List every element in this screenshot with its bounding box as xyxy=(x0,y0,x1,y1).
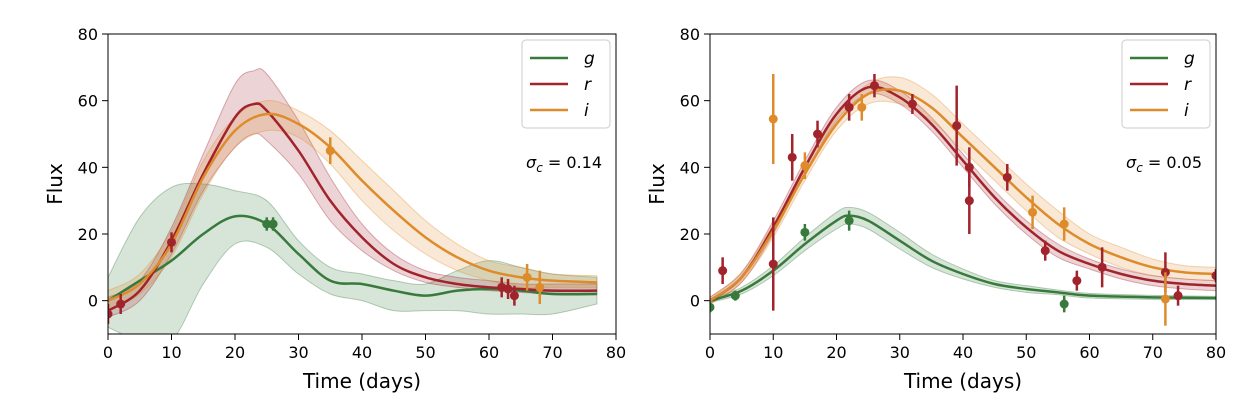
y-tick-label: 0 xyxy=(88,292,98,311)
data-point-r xyxy=(116,299,126,309)
x-axis-label: Time (days) xyxy=(302,369,421,393)
y-tick-label: 60 xyxy=(78,92,98,111)
data-point-i xyxy=(325,146,335,156)
legend-label-g: g xyxy=(1184,49,1195,69)
data-point-g xyxy=(800,227,810,237)
x-tick-label: 10 xyxy=(161,343,181,362)
data-point-r xyxy=(1097,262,1107,272)
data-point-g xyxy=(1059,299,1069,309)
x-tick-label: 40 xyxy=(953,343,973,362)
data-point-i xyxy=(1059,219,1069,229)
x-tick-label: 10 xyxy=(763,343,783,362)
data-point-g xyxy=(262,219,272,229)
band-i xyxy=(710,76,1216,305)
data-point-g xyxy=(844,216,854,226)
data-point-r xyxy=(108,309,113,319)
curve-r xyxy=(108,102,597,312)
y-tick-label: 80 xyxy=(78,25,98,44)
y-tick-label: 20 xyxy=(78,225,98,244)
band-i xyxy=(108,100,598,312)
band-r xyxy=(108,68,598,318)
y-tick-label: 0 xyxy=(690,292,700,311)
band-g xyxy=(108,182,598,334)
legend-label-r: r xyxy=(584,75,592,95)
data-point-i xyxy=(857,102,867,112)
legend-label-i: i xyxy=(584,101,589,121)
data-point-r xyxy=(768,259,778,269)
data-point-i xyxy=(768,114,778,124)
x-tick-label: 50 xyxy=(1016,343,1036,362)
data-point-r xyxy=(844,102,854,112)
data-point-r xyxy=(1211,271,1216,281)
x-tick-label: 0 xyxy=(103,343,113,362)
data-point-r xyxy=(907,99,917,109)
x-tick-label: 70 xyxy=(542,343,562,362)
y-tick-label: 40 xyxy=(78,158,98,177)
data-point-r xyxy=(718,266,728,276)
data-point-i xyxy=(1160,294,1170,304)
data-point-r xyxy=(813,129,823,139)
x-tick-label: 40 xyxy=(352,343,372,362)
y-tick-label: 80 xyxy=(680,25,700,44)
right-panel: 0 10 20 30 40 50 60 70 80 0 20 40 60 80 Time (days) F… xyxy=(645,25,1226,393)
data-point-r xyxy=(869,81,879,91)
data-point-r xyxy=(1072,276,1082,286)
y-tick-label: 60 xyxy=(680,92,700,111)
y-axis-label: Flux xyxy=(645,163,669,205)
data-point-i xyxy=(1028,207,1038,217)
x-tick-label: 80 xyxy=(1206,343,1226,362)
data-point-r xyxy=(1040,246,1050,256)
data-point-r xyxy=(167,237,176,247)
legend-label-g: g xyxy=(584,49,595,69)
data-point-g xyxy=(710,302,715,312)
data-point-g xyxy=(268,219,278,229)
curve-r xyxy=(710,85,1216,302)
x-tick-label: 50 xyxy=(415,343,435,362)
x-tick-label: 30 xyxy=(288,343,308,362)
sigma-annotation: σc = 0.05 xyxy=(1126,153,1202,175)
data-point-i xyxy=(522,272,532,282)
curve-i xyxy=(108,112,597,302)
y-axis-label: Flux xyxy=(43,163,67,205)
legend: gri xyxy=(1121,39,1211,129)
y-tick-label: 20 xyxy=(680,225,700,244)
x-tick-label: 30 xyxy=(890,343,910,362)
data-point-r xyxy=(1173,291,1183,301)
x-tick-label: 20 xyxy=(225,343,245,362)
data-point-g xyxy=(730,291,740,301)
data-point-r xyxy=(787,152,797,162)
x-tick-label: 20 xyxy=(826,343,846,362)
legend-label-i: i xyxy=(1184,101,1189,121)
sigma-annotation: σc = 0.14 xyxy=(526,153,602,175)
x-tick-label: 70 xyxy=(1143,343,1163,362)
x-axis-label: Time (days) xyxy=(903,369,1022,393)
data-point-r xyxy=(503,284,513,294)
data-point-i xyxy=(535,282,545,292)
x-tick-label: 0 xyxy=(705,343,715,362)
left-panel: 0 10 20 30 40 50 60 70 80 0 20 40 60 80 Time (days) F… xyxy=(43,25,626,393)
data-point-r xyxy=(509,291,519,301)
x-tick-label: 60 xyxy=(1079,343,1099,362)
x-tick-label: 80 xyxy=(606,343,626,362)
curve-i xyxy=(710,88,1216,302)
data-point-r xyxy=(964,196,974,206)
legend-label-r: r xyxy=(1184,75,1192,95)
data-point-i xyxy=(800,161,810,171)
data-point-r xyxy=(952,121,962,131)
y-tick-label: 40 xyxy=(680,158,700,177)
curve-g xyxy=(710,214,1216,302)
x-tick-label: 60 xyxy=(479,343,499,362)
legend: gri xyxy=(521,39,611,129)
data-point-r xyxy=(1002,172,1012,182)
